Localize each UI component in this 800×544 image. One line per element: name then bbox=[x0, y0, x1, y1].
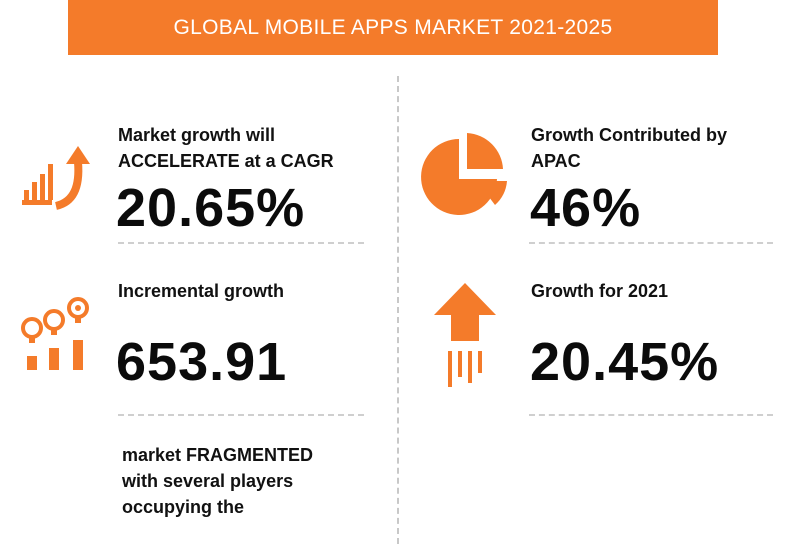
pie-chart-icon bbox=[417, 131, 512, 226]
lightbulbs-idea-icon bbox=[18, 296, 93, 381]
section-divider bbox=[529, 414, 773, 416]
section-divider bbox=[118, 414, 364, 416]
stat-label-apac: Growth Contributed by APAC bbox=[531, 122, 727, 174]
note-line: occupying the bbox=[122, 497, 245, 517]
stat-label-cagr: Market growth will ACCELERATE at a CAGR bbox=[118, 122, 334, 174]
page-title: GLOBAL MOBILE APPS MARKET 2021-2025 bbox=[173, 15, 613, 39]
stat-label-line: Growth Contributed by bbox=[531, 125, 727, 145]
stat-label-line: ACCELERATE at a CAGR bbox=[118, 151, 334, 171]
stat-label-line: APAC bbox=[531, 151, 581, 171]
stat-value-apac: 46% bbox=[530, 178, 642, 238]
growth-chart-arrow-icon bbox=[18, 142, 93, 217]
stat-label-2021: Growth for 2021 bbox=[531, 278, 668, 304]
stat-value-2021: 20.45% bbox=[530, 332, 720, 392]
stat-label-line: Growth for 2021 bbox=[531, 281, 669, 301]
market-fragmented-note: market FRAGMENTED with several players o… bbox=[122, 442, 313, 520]
stat-value-incremental: 653.91 bbox=[116, 332, 288, 392]
stat-label-incremental: Incremental growth bbox=[118, 278, 284, 304]
note-line: with several players bbox=[122, 471, 294, 491]
header-banner: GLOBAL MOBILE APPS MARKET 2021-2025 bbox=[68, 0, 718, 55]
note-line: market FRAGMENTED bbox=[122, 445, 314, 465]
vertical-divider bbox=[397, 76, 399, 544]
section-divider bbox=[118, 242, 364, 244]
stat-label-line: Market growth will bbox=[118, 125, 276, 145]
stat-value-cagr: 20.65% bbox=[116, 178, 306, 238]
stat-label-line: Incremental growth bbox=[118, 281, 285, 301]
rocket-up-arrow-icon bbox=[430, 281, 500, 396]
section-divider bbox=[529, 242, 773, 244]
